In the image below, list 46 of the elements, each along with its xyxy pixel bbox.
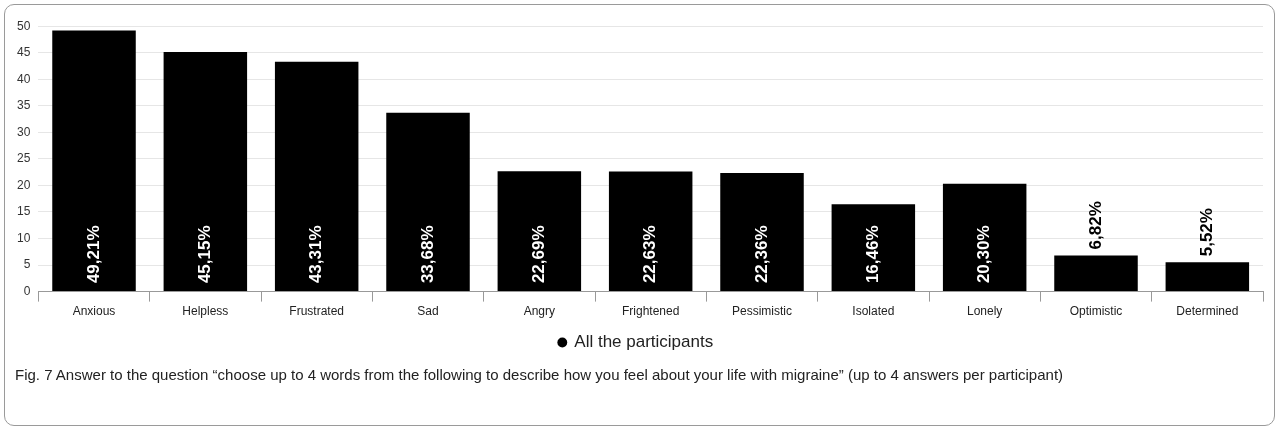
data-label: 22,36%: [751, 225, 771, 284]
data-label: 49,21%: [83, 225, 103, 284]
bar: [52, 30, 136, 292]
y-tick-label: 30: [16, 124, 31, 139]
x-tick-label: Pessimistic: [732, 304, 793, 319]
data-label: 6,82%: [1085, 201, 1105, 250]
bar: [497, 171, 582, 292]
x-tick-label: Lonely: [966, 304, 1003, 319]
data-label: 33,68%: [417, 225, 437, 284]
x-tick-label: Helpless: [182, 304, 229, 319]
x-tick-label: Angry: [523, 304, 556, 319]
y-tick-label: 35: [16, 98, 31, 113]
x-tick-label: Optimistic: [1069, 304, 1123, 319]
x-tick-label: Sad: [417, 304, 439, 319]
y-tick-label: 25: [16, 151, 31, 166]
data-label: 43,31%: [306, 225, 326, 284]
data-label: 22,63%: [640, 225, 660, 284]
x-tick-label: Frustrated: [289, 304, 345, 319]
bar: [608, 171, 693, 292]
y-tick-label: 45: [16, 45, 31, 60]
y-tick-label: 40: [16, 71, 31, 86]
y-tick-label: 0: [23, 283, 31, 298]
bar: [720, 172, 804, 292]
legend-label: All the participants: [574, 332, 714, 352]
bar: [1165, 262, 1250, 292]
y-tick-label: 20: [16, 177, 31, 192]
x-tick-label: Frightened: [621, 304, 680, 319]
x-tick-label: Isolated: [852, 304, 895, 319]
bar: [1054, 255, 1138, 292]
bar: [831, 204, 916, 292]
data-label: 22,69%: [529, 225, 549, 284]
y-tick-label: 5: [23, 257, 31, 272]
y-tick-label: 10: [16, 230, 31, 245]
x-tick-label: Determined: [1176, 304, 1239, 319]
bar: [386, 112, 470, 292]
data-label: 5,52%: [1197, 208, 1217, 257]
data-label: 16,46%: [863, 225, 883, 284]
data-label: 20,30%: [974, 225, 994, 284]
bar: [274, 61, 359, 292]
data-label: 45,15%: [195, 225, 215, 284]
bar: [163, 51, 248, 292]
bar: [942, 183, 1027, 292]
caption: Fig. 7 Answer to the question “choose up to 4 words from the following to describe how you feel about your life with migraine” (up to 4 answers per participant): [15, 365, 1065, 385]
y-tick-label: 15: [16, 204, 31, 219]
y-tick-label: 50: [16, 18, 31, 33]
x-tick-label: Anxious: [72, 304, 116, 319]
